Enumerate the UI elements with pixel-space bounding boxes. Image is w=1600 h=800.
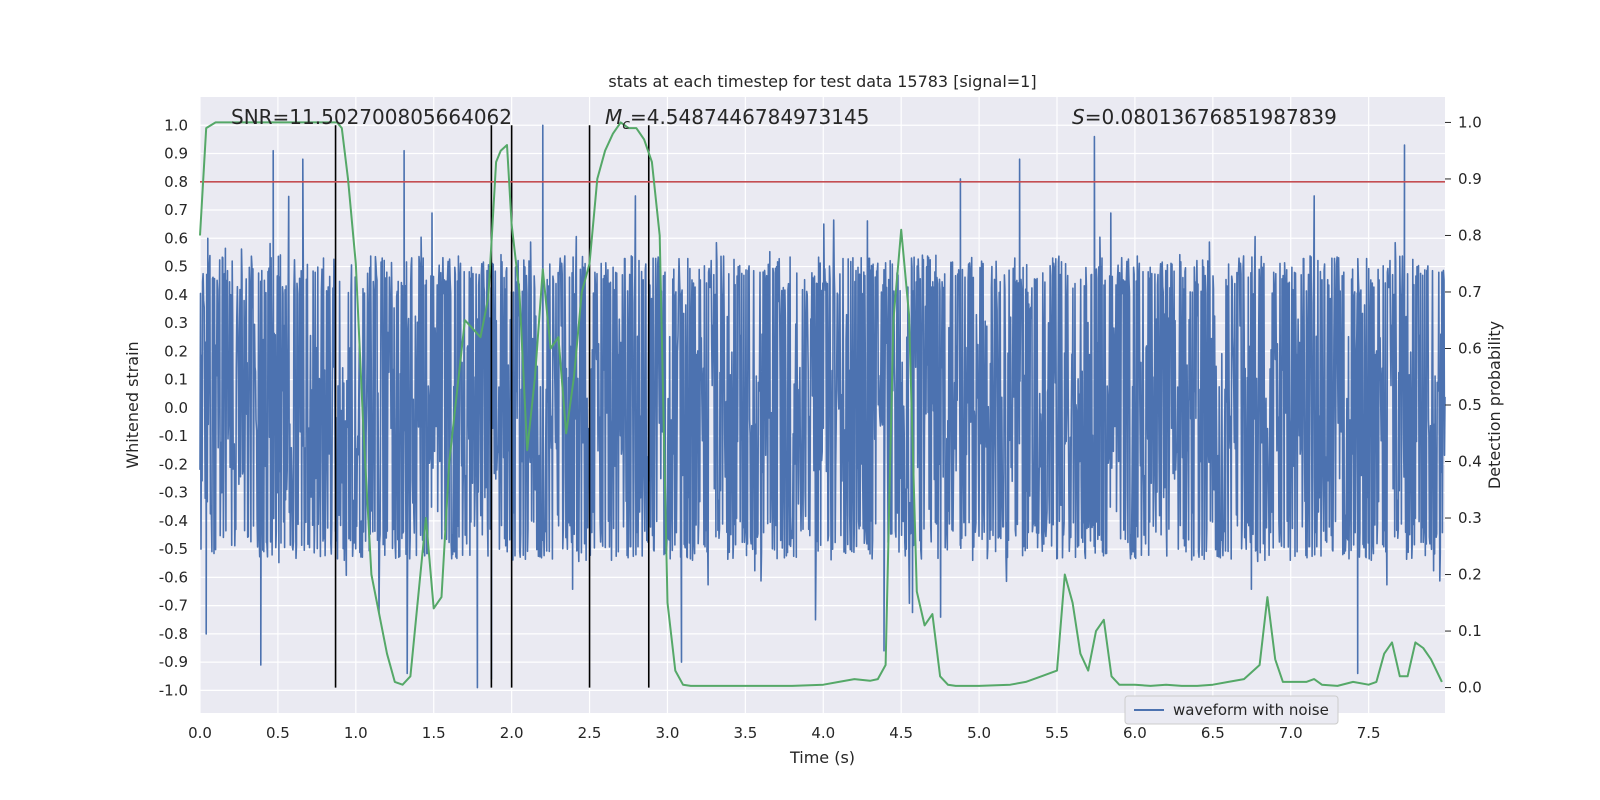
legend: waveform with noise [1124, 695, 1339, 725]
y-left-tick-label: -0.1 [159, 427, 188, 445]
s-annotation: S=0.08013676851987839 [1072, 105, 1337, 129]
x-tick-label: 1.0 [344, 724, 368, 742]
y-right-tick-label: 0.1 [1458, 622, 1482, 640]
y-left-tick-label: -0.9 [159, 653, 188, 671]
y-left-tick-label: -1.0 [159, 681, 188, 699]
x-tick-label: 7.5 [1357, 724, 1381, 742]
y-left-ticks: -1.0 -0.9 -0.8 -0.7 -0.6 -0.5 -0.4 -0.3 -0.2 -0.1… [159, 116, 188, 699]
legend-box [1124, 695, 1339, 725]
y-left-tick-label: -0.3 [159, 484, 188, 502]
y-left-tick-label: -0.5 [159, 540, 188, 558]
waveform-line [199, 124, 1446, 689]
x-tick-label: 5.5 [1045, 724, 1069, 742]
y-left-tick-label: 0.0 [164, 399, 188, 417]
waveform-series [199, 124, 1446, 689]
y-left-tick-label: -0.6 [159, 568, 188, 586]
y-right-tick-label: 0.2 [1458, 566, 1482, 584]
x-tick-label: 7.0 [1279, 724, 1303, 742]
probability-line [199, 121, 1443, 687]
y-right-tick-label: 0.8 [1458, 226, 1482, 244]
x-tick-label: 4.5 [889, 724, 913, 742]
y-left-tick-label: 0.7 [164, 201, 188, 219]
y-right-ticks: 0.0 0.1 0.2 0.3 0.4 0.5 0.6 0.7 0.8 0.9 1.0 [1445, 113, 1482, 697]
y-left-tick-label: -0.7 [159, 597, 188, 615]
chirp-mass-subscript: c [622, 117, 630, 133]
chirp-mass-annotation: Mc=4.5487446784973145 [605, 105, 869, 133]
y-left-tick-label: -0.4 [159, 512, 188, 530]
y-left-tick-label: 0.1 [164, 371, 188, 389]
y-left-tick-label: 0.2 [164, 342, 188, 360]
chirp-mass-value: =4.5487446784973145 [630, 105, 869, 129]
y-right-tick-label: 0.6 [1458, 339, 1482, 357]
y-right-tick-label: 0.0 [1458, 679, 1482, 697]
x-tick-label: 2.0 [500, 724, 524, 742]
y-right-tick-label: 0.3 [1458, 509, 1482, 527]
y-right-tick-label: 1.0 [1458, 113, 1482, 131]
y-left-tick-label: 0.4 [164, 286, 188, 304]
x-tick-label: 6.5 [1201, 724, 1225, 742]
x-axis-ticks: 0.0 0.5 1.0 1.5 2.0 2.5 3.0 3.5 4.0 4.5 5.0 5.5 6.0 6… [188, 724, 1381, 742]
chart-title: stats at each timestep for test data 157… [608, 72, 1036, 91]
chirp-mass-symbol: M [605, 105, 622, 129]
y-right-tick-label: 0.5 [1458, 396, 1482, 414]
legend-label-waveform: waveform with noise [1173, 701, 1329, 719]
x-axis-label: Time (s) [789, 748, 855, 767]
x-tick-label: 0.0 [188, 724, 212, 742]
x-tick-label: 5.0 [967, 724, 991, 742]
snr-annotation: SNR=11.502700805664062 [231, 105, 512, 129]
y-axis-left-label: Whitened strain [123, 341, 142, 468]
y-left-tick-label: 0.6 [164, 229, 188, 247]
x-tick-label: 2.5 [578, 724, 602, 742]
y-left-tick-label: 1.0 [164, 116, 188, 134]
y-left-tick-label: 0.9 [164, 145, 188, 163]
y-right-tick-label: 0.4 [1458, 453, 1482, 471]
x-tick-label: 3.5 [733, 724, 757, 742]
y-right-tick-label: 0.9 [1458, 170, 1482, 188]
s-value: =0.08013676851987839 [1085, 105, 1337, 129]
x-tick-label: 0.5 [266, 724, 290, 742]
y-left-tick-label: 0.8 [164, 173, 188, 191]
x-tick-label: 4.0 [811, 724, 835, 742]
x-tick-label: 1.5 [422, 724, 446, 742]
y-left-tick-label: 0.5 [164, 258, 188, 276]
x-tick-label: 3.0 [656, 724, 680, 742]
y-axis-right-label: Detection probability [1485, 321, 1504, 489]
probability-series [199, 121, 1443, 687]
y-right-tick-label: 0.7 [1458, 283, 1482, 301]
y-left-tick-label: 0.3 [164, 314, 188, 332]
s-symbol: S [1072, 105, 1085, 129]
y-left-tick-label: -0.2 [159, 455, 188, 473]
y-left-tick-label: -0.8 [159, 625, 188, 643]
x-tick-label: 6.0 [1123, 724, 1147, 742]
